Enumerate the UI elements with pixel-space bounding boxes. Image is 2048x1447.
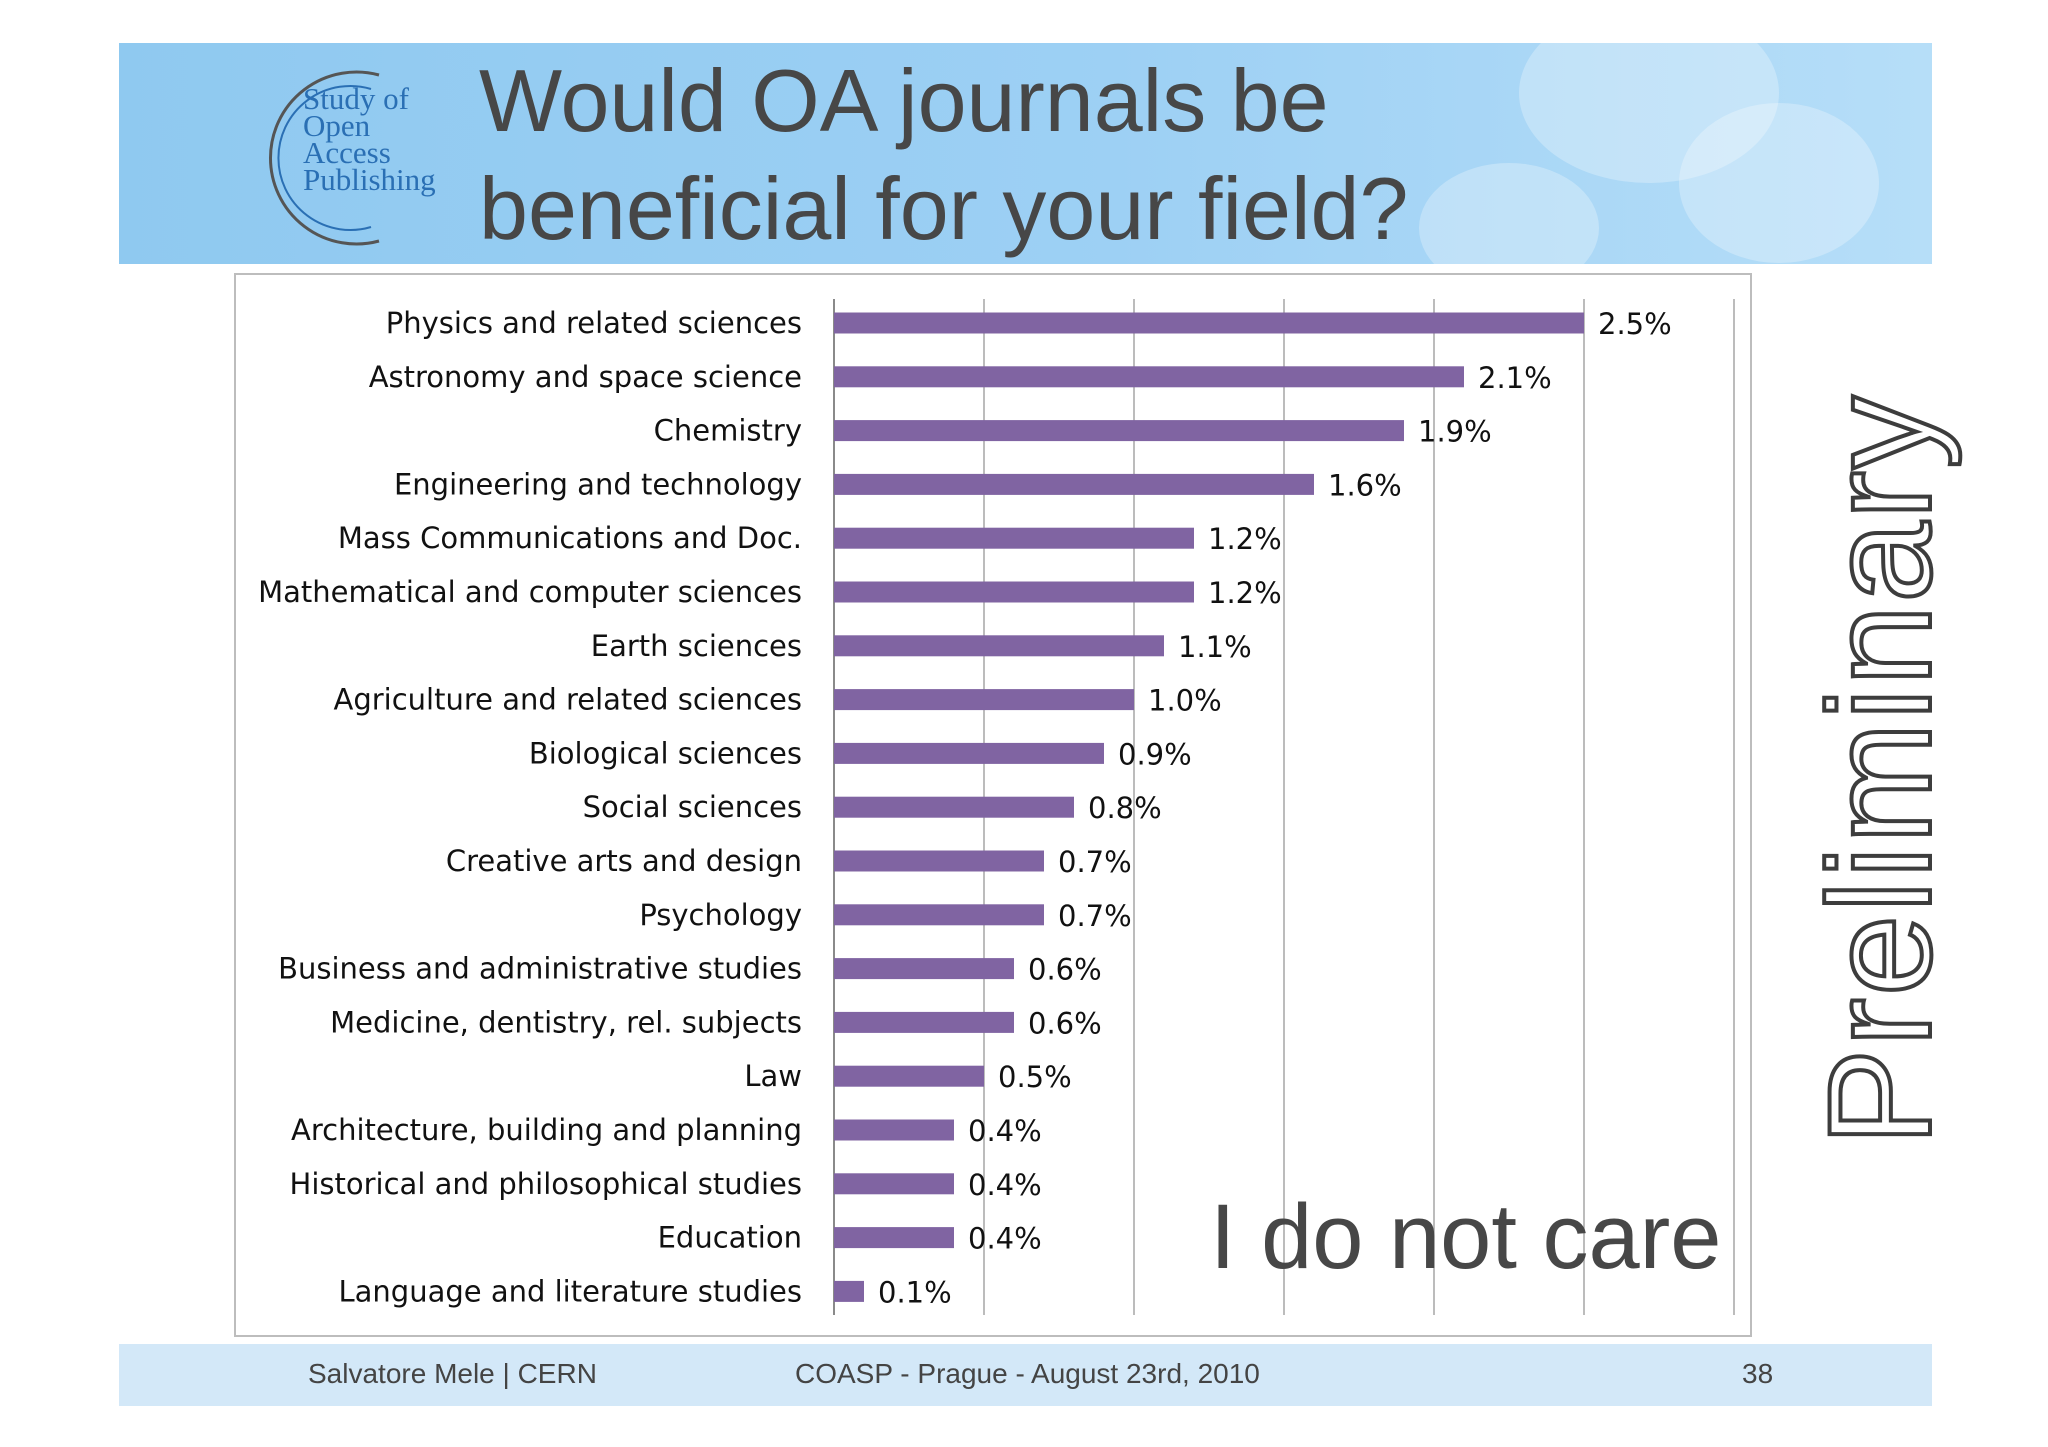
data-label: 0.4% [968, 1168, 1042, 1202]
annotation-text: I do not care [1210, 1186, 1722, 1288]
bar [834, 850, 1044, 872]
bar [834, 473, 1314, 495]
slide-title: Would OA journals be beneficial for your… [479, 47, 1408, 263]
logo-line: Open [303, 108, 371, 143]
category-label: Historical and philosophical studies [290, 1167, 802, 1201]
logo-line: Study of [303, 81, 409, 116]
preliminary-watermark: Preliminary [1796, 392, 1963, 1148]
logo-text: Study of Open Access Publishing [303, 81, 436, 197]
category-label: Astronomy and space science [369, 360, 802, 394]
category-label: Mathematical and computer sciences [258, 575, 802, 609]
category-label: Mass Communications and Doc. [338, 521, 802, 555]
category-label: Creative arts and design [446, 844, 802, 878]
category-label: Engineering and technology [394, 467, 802, 501]
footer-bar: Salvatore Mele | CERN COASP - Prague - A… [119, 1344, 1932, 1406]
header-banner: Study of Open Access Publishing Would OA… [119, 43, 1932, 264]
bar [834, 366, 1464, 388]
category-label: Architecture, building and planning [291, 1113, 802, 1147]
data-label: 0.4% [968, 1114, 1042, 1148]
bar [834, 958, 1014, 980]
bar [834, 904, 1044, 926]
footer-page-number: 38 [1742, 1358, 1774, 1389]
bar [834, 1173, 954, 1195]
data-label: 0.7% [1058, 899, 1132, 933]
data-label: 1.0% [1148, 684, 1222, 718]
category-label: Language and literature studies [338, 1274, 802, 1308]
bar [834, 312, 1584, 334]
category-label: Social sciences [583, 790, 802, 824]
footer-author: Salvatore Mele | CERN [308, 1358, 597, 1389]
category-label: Biological sciences [529, 736, 802, 770]
title-line-1: Would OA journals be [479, 51, 1329, 150]
header-decoration [1419, 163, 1599, 264]
data-label: 0.7% [1058, 845, 1132, 879]
data-label: 0.9% [1118, 737, 1192, 771]
bar [834, 689, 1134, 711]
bar [834, 796, 1074, 818]
bar [834, 420, 1404, 442]
data-label: 0.4% [968, 1222, 1042, 1256]
data-label: 0.5% [998, 1060, 1072, 1094]
title-line-2: beneficial for your field? [479, 159, 1409, 258]
data-label: 2.5% [1598, 307, 1672, 341]
bar-chart: Physics and related sciences 2.5% Astronom… [258, 299, 1735, 1315]
bar [834, 581, 1194, 603]
logo-line: Access [303, 135, 391, 170]
category-label: Law [744, 1059, 802, 1093]
bar [834, 1065, 984, 1087]
category-label: Chemistry [654, 414, 802, 448]
bar [834, 1119, 954, 1141]
category-label: Business and administrative studies [278, 952, 802, 986]
data-label: 1.1% [1178, 630, 1252, 664]
category-label: Earth sciences [591, 629, 802, 663]
logo-icon [269, 70, 380, 246]
data-label: 1.6% [1328, 468, 1402, 502]
logo-line: Publishing [303, 162, 436, 197]
bar [834, 1227, 954, 1249]
bar [834, 527, 1194, 549]
category-label: Psychology [639, 898, 802, 932]
data-label: 1.2% [1208, 522, 1282, 556]
data-label: 0.1% [878, 1275, 952, 1309]
category-label: Agriculture and related sciences [333, 683, 802, 717]
data-label: 2.1% [1478, 361, 1552, 395]
data-label: 0.6% [1028, 1006, 1102, 1040]
bar [834, 1280, 864, 1302]
bar [834, 1011, 1014, 1033]
header-decoration [1519, 43, 1779, 183]
chart-frame: Physics and related sciences 2.5% Astronom… [234, 273, 1752, 1337]
category-label: Education [658, 1221, 802, 1255]
data-label: 0.6% [1028, 953, 1102, 987]
category-label: Medicine, dentistry, rel. subjects [330, 1005, 802, 1039]
category-label: Physics and related sciences [386, 306, 802, 340]
data-label: 1.9% [1418, 415, 1492, 449]
bar [834, 635, 1164, 657]
bar [834, 742, 1104, 764]
header-decoration [1679, 103, 1879, 263]
data-label: 0.8% [1088, 791, 1162, 825]
footer-event: COASP - Prague - August 23rd, 2010 [795, 1358, 1260, 1389]
data-label: 1.2% [1208, 576, 1282, 610]
